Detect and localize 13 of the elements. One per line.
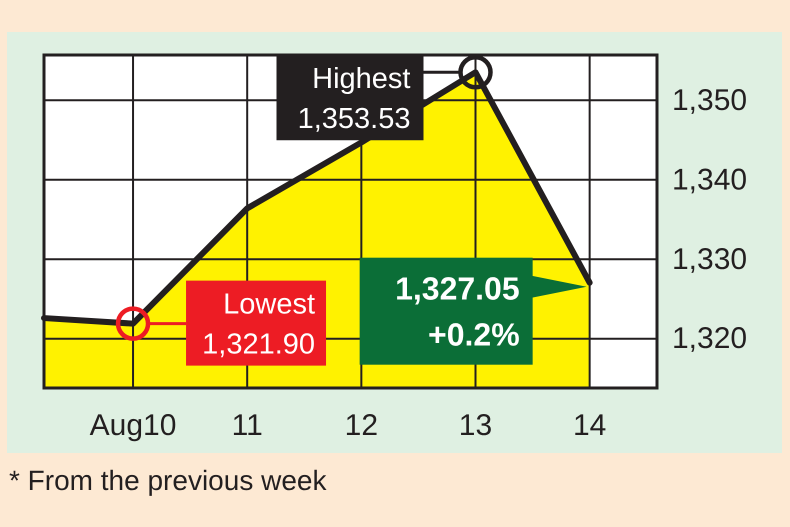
- text: * From the previous week: [9, 465, 328, 496]
- annotation: Lowest 1,321.90: [202, 288, 316, 361]
- y-tick-label: 1,340: [672, 163, 748, 196]
- x-tick-label: 12: [344, 409, 378, 442]
- x-tick-label: Aug10: [90, 409, 176, 442]
- y-tick-label: 1,350: [672, 84, 748, 117]
- x-tick-label: 14: [572, 409, 606, 442]
- annotation: Highest 1,353.53: [298, 63, 410, 136]
- x-tick-label: 13: [458, 409, 492, 442]
- annotation: 1,327.05 +0.2%: [395, 270, 520, 353]
- x-tick-label: 11: [232, 409, 263, 442]
- y-tick-label: 1,320: [672, 322, 748, 356]
- y-tick-label: 1,330: [672, 242, 748, 276]
